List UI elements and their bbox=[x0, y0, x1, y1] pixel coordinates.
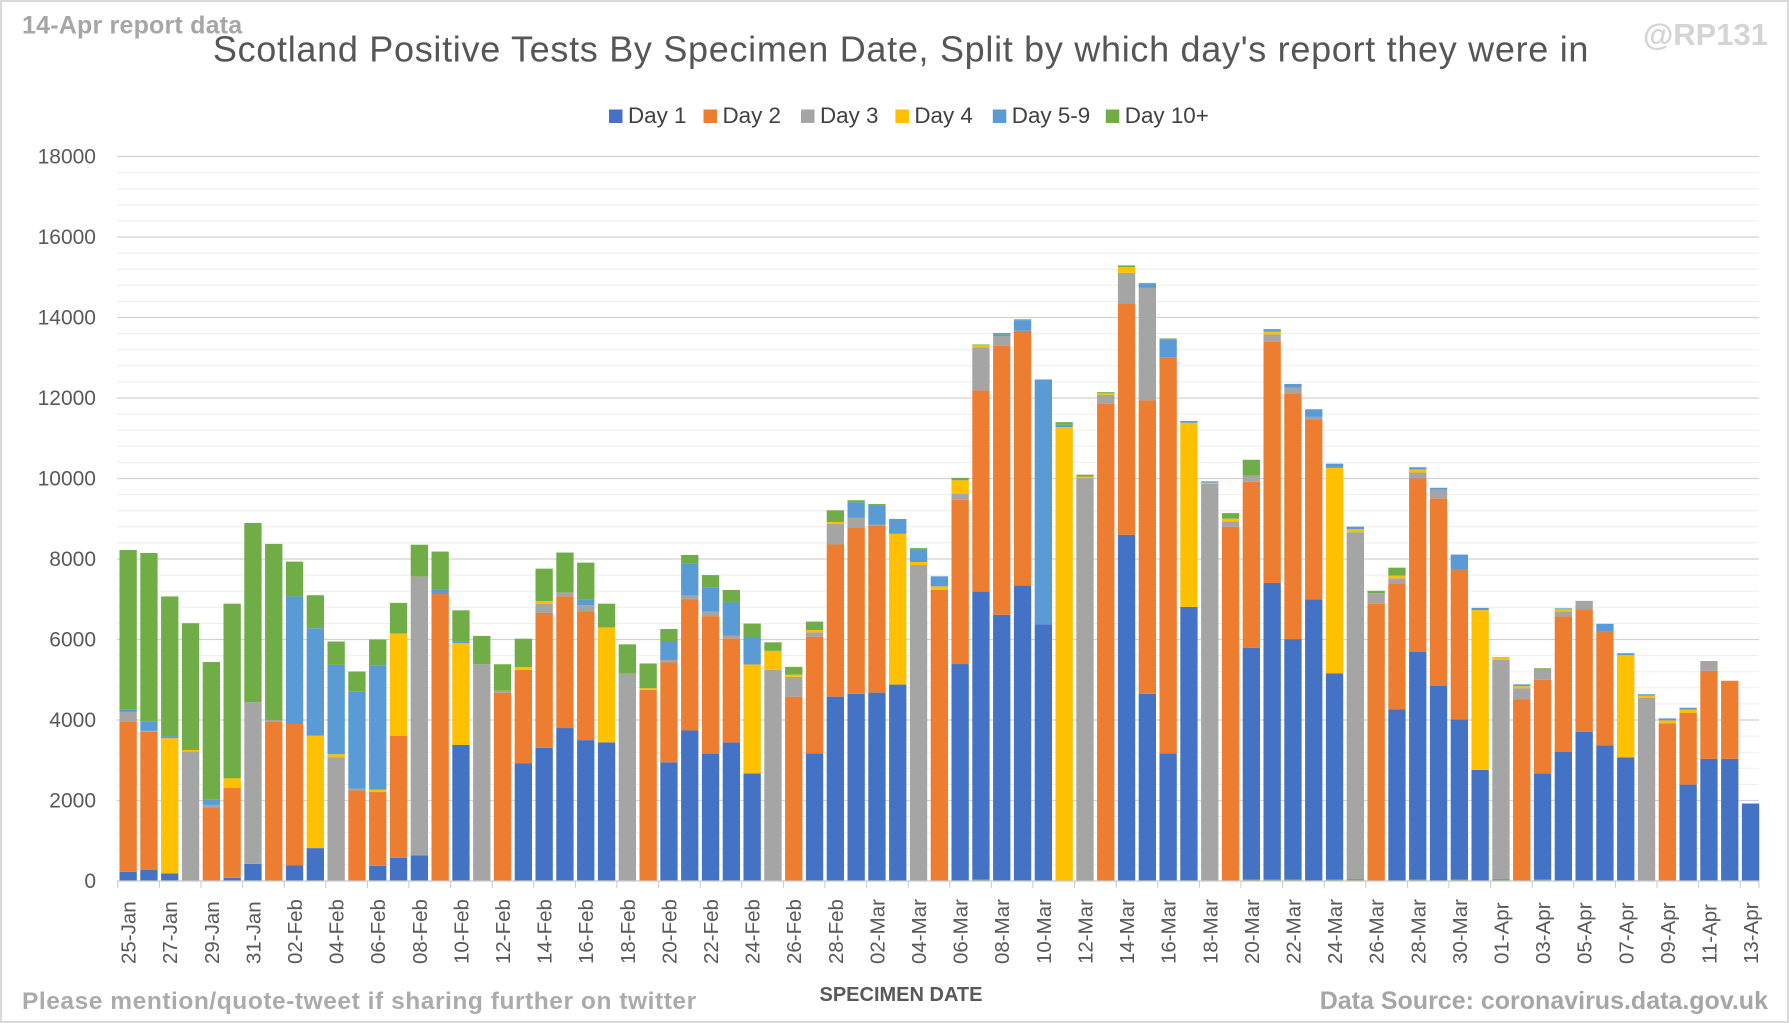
svg-text:05-Apr: 05-Apr bbox=[1574, 902, 1597, 964]
svg-text:2000: 2000 bbox=[49, 790, 96, 813]
svg-text:@RP131: @RP131 bbox=[1643, 17, 1768, 52]
svg-text:SPECIMEN DATE: SPECIMEN DATE bbox=[820, 984, 983, 1006]
svg-text:14-Mar: 14-Mar bbox=[1116, 899, 1139, 964]
svg-text:26-Mar: 26-Mar bbox=[1366, 899, 1389, 964]
svg-text:08-Feb: 08-Feb bbox=[409, 899, 432, 964]
svg-text:6000: 6000 bbox=[49, 629, 96, 652]
svg-text:28-Mar: 28-Mar bbox=[1407, 899, 1430, 964]
svg-text:06-Feb: 06-Feb bbox=[367, 899, 390, 964]
svg-text:10000: 10000 bbox=[38, 468, 96, 491]
svg-text:14000: 14000 bbox=[38, 307, 96, 330]
svg-text:12-Mar: 12-Mar bbox=[1075, 899, 1098, 964]
svg-text:04-Mar: 04-Mar bbox=[908, 899, 931, 964]
svg-text:01-Apr: 01-Apr bbox=[1491, 902, 1514, 964]
svg-text:30-Mar: 30-Mar bbox=[1449, 899, 1472, 964]
svg-text:02-Feb: 02-Feb bbox=[284, 899, 307, 964]
svg-text:24-Feb: 24-Feb bbox=[742, 899, 765, 964]
svg-text:Please mention/quote-tweet if: Please mention/quote-tweet if sharing fu… bbox=[22, 988, 697, 1015]
svg-text:16-Feb: 16-Feb bbox=[575, 899, 598, 964]
svg-text:22-Feb: 22-Feb bbox=[700, 899, 723, 964]
svg-text:14-Apr report data: 14-Apr report data bbox=[22, 12, 243, 40]
svg-text:Day 4: Day 4 bbox=[914, 103, 973, 128]
svg-text:07-Apr: 07-Apr bbox=[1615, 902, 1638, 964]
svg-text:04-Feb: 04-Feb bbox=[326, 899, 349, 964]
svg-text:02-Mar: 02-Mar bbox=[867, 899, 890, 964]
svg-text:29-Jan: 29-Jan bbox=[201, 901, 224, 964]
svg-text:20-Mar: 20-Mar bbox=[1241, 899, 1264, 964]
svg-text:14-Feb: 14-Feb bbox=[534, 899, 557, 964]
svg-text:27-Jan: 27-Jan bbox=[159, 901, 182, 964]
svg-text:20-Feb: 20-Feb bbox=[659, 899, 682, 964]
svg-text:24-Mar: 24-Mar bbox=[1324, 899, 1347, 964]
svg-text:03-Apr: 03-Apr bbox=[1532, 902, 1555, 964]
svg-text:Scotland Positive Tests By Spe: Scotland Positive Tests By Specimen Date… bbox=[213, 29, 1589, 70]
svg-text:18000: 18000 bbox=[38, 146, 96, 169]
svg-text:11-Apr: 11-Apr bbox=[1699, 904, 1722, 964]
svg-text:08-Mar: 08-Mar bbox=[991, 899, 1014, 964]
svg-text:Day 5-9: Day 5-9 bbox=[1012, 103, 1090, 128]
svg-text:26-Feb: 26-Feb bbox=[783, 899, 806, 964]
svg-text:16000: 16000 bbox=[38, 226, 96, 249]
svg-text:12000: 12000 bbox=[38, 387, 96, 410]
svg-text:13-Apr: 13-Apr bbox=[1740, 902, 1763, 964]
svg-text:8000: 8000 bbox=[49, 548, 96, 571]
svg-text:18-Mar: 18-Mar bbox=[1199, 899, 1222, 964]
svg-text:06-Mar: 06-Mar bbox=[950, 899, 973, 964]
svg-text:Data Source: coronavirus.data.: Data Source: coronavirus.data.gov.uk bbox=[1320, 987, 1768, 1015]
svg-text:18-Feb: 18-Feb bbox=[617, 899, 640, 964]
svg-text:Day 3: Day 3 bbox=[820, 103, 879, 128]
svg-text:10-Feb: 10-Feb bbox=[450, 899, 473, 964]
svg-text:09-Apr: 09-Apr bbox=[1657, 902, 1680, 964]
svg-text:Day 1: Day 1 bbox=[628, 103, 687, 128]
svg-text:16-Mar: 16-Mar bbox=[1158, 899, 1181, 964]
svg-text:12-Feb: 12-Feb bbox=[492, 899, 515, 964]
svg-text:Day 10+: Day 10+ bbox=[1125, 103, 1209, 128]
svg-text:28-Feb: 28-Feb bbox=[825, 899, 848, 964]
svg-text:10-Mar: 10-Mar bbox=[1033, 899, 1056, 964]
svg-text:Day 2: Day 2 bbox=[723, 103, 782, 128]
svg-text:25-Jan: 25-Jan bbox=[118, 901, 141, 964]
svg-text:31-Jan: 31-Jan bbox=[243, 901, 266, 964]
svg-text:22-Mar: 22-Mar bbox=[1283, 899, 1306, 964]
svg-text:0: 0 bbox=[84, 870, 96, 893]
svg-text:4000: 4000 bbox=[49, 709, 96, 732]
